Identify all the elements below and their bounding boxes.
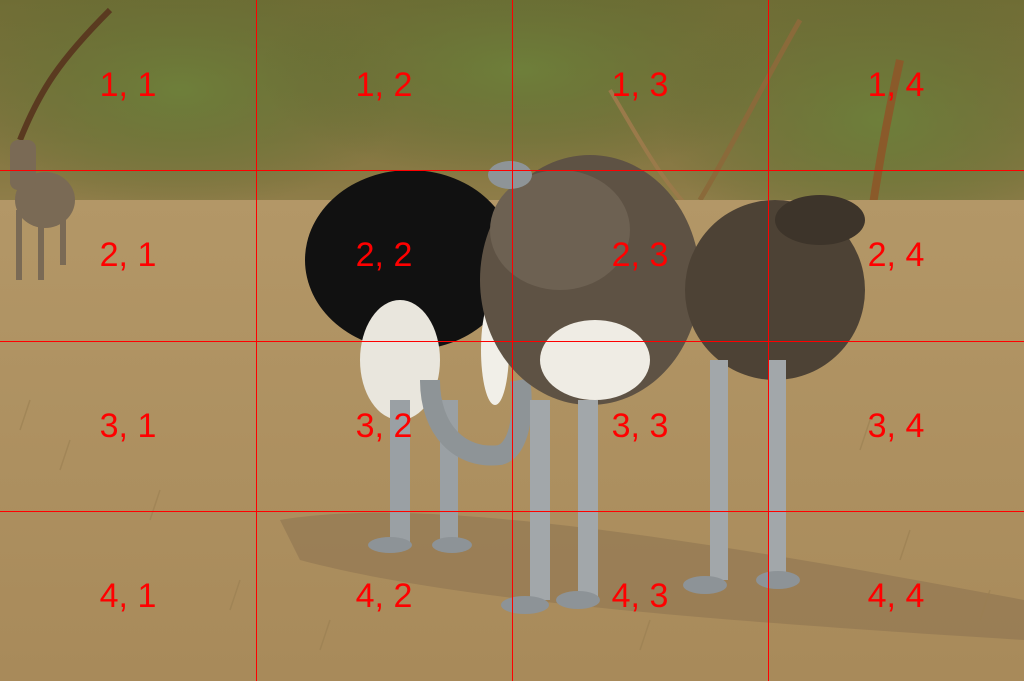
acacia-foliage bbox=[260, 0, 780, 180]
male-ostrich bbox=[305, 170, 532, 553]
grid-line-vertical bbox=[256, 0, 257, 681]
grid-cell-label: 3, 4 bbox=[867, 407, 925, 445]
antelope bbox=[10, 140, 75, 280]
grid-line-vertical bbox=[768, 0, 769, 681]
grid-cell-label: 1, 1 bbox=[99, 66, 157, 104]
grid-line-horizontal bbox=[0, 341, 1024, 342]
grid-cell-label: 4, 3 bbox=[611, 577, 669, 615]
female-ostrich bbox=[480, 155, 700, 614]
grid-cell-label: 3, 2 bbox=[355, 407, 413, 445]
grid-cell-label: 3, 1 bbox=[99, 407, 157, 445]
grid-cell-label: 2, 1 bbox=[99, 236, 157, 274]
grid-cell-label: 1, 3 bbox=[611, 66, 669, 104]
grass-texture bbox=[19, 399, 991, 651]
grid-cell-label: 4, 2 bbox=[355, 577, 413, 615]
grid-cell-label: 2, 3 bbox=[611, 236, 669, 274]
grid-cell-label: 1, 4 bbox=[867, 66, 925, 104]
female-ostrich bbox=[683, 195, 865, 594]
grid-line-vertical bbox=[512, 0, 513, 681]
grid-cell-label: 3, 3 bbox=[611, 407, 669, 445]
tree-branch bbox=[697, 18, 803, 202]
grid-line-horizontal bbox=[0, 511, 1024, 512]
grid-cell-label: 4, 1 bbox=[99, 577, 157, 615]
acacia-foliage bbox=[660, 0, 1024, 260]
grid-cell-label: 2, 4 bbox=[867, 236, 925, 274]
grid-cell-label: 4, 4 bbox=[867, 577, 925, 615]
tree-branch bbox=[17, 7, 113, 142]
grid-line-horizontal bbox=[0, 170, 1024, 171]
grid-cell-label: 1, 2 bbox=[355, 66, 413, 104]
grid-cell-label: 2, 2 bbox=[355, 236, 413, 274]
